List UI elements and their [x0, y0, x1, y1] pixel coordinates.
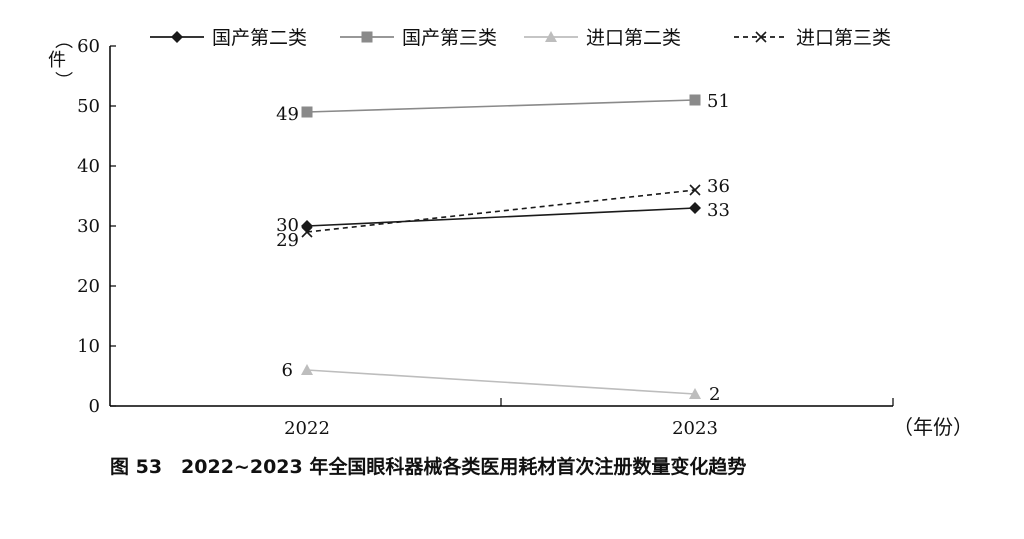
x-axis-label: （年份） — [893, 415, 973, 439]
legend-label: 国产第二类 — [212, 27, 307, 49]
data-point — [301, 226, 313, 238]
series-line — [306, 207, 696, 227]
legend-marker — [755, 31, 767, 43]
y-tick-label: 40 — [77, 156, 100, 177]
legend-label: 进口第二类 — [586, 27, 681, 49]
data-label: 29 — [276, 230, 299, 251]
legend-label: 国产第三类 — [402, 27, 497, 49]
series-4: 29 36 — [276, 176, 730, 251]
data-point — [689, 202, 701, 214]
y-axis-label-char: （ — [52, 31, 73, 49]
data-point — [689, 94, 701, 106]
data-label: 2 — [709, 384, 720, 405]
data-point — [301, 106, 313, 118]
series-1: 30 33 — [276, 200, 730, 236]
data-label: 36 — [707, 176, 730, 197]
series-line — [306, 189, 696, 233]
series-3: 62 — [282, 360, 721, 405]
data-point — [301, 364, 313, 375]
y-tick-label: 50 — [77, 96, 100, 117]
data-point — [689, 388, 701, 399]
y-axis-label-char: ） — [52, 71, 73, 89]
data-label: 49 — [276, 104, 299, 125]
y-tick-label: 60 — [77, 36, 100, 57]
legend-item-4: 进口第三类 — [734, 27, 891, 49]
series-line — [306, 369, 696, 395]
series-line — [306, 99, 696, 113]
marker-stroke — [301, 226, 313, 238]
legend-marker — [361, 31, 373, 43]
y-tick-label: 0 — [89, 396, 100, 417]
marker-stroke — [755, 31, 767, 43]
y-axis-label-char: 件 — [48, 50, 66, 71]
series-2: 49 51 — [276, 91, 730, 125]
axes: 0 10 20 30 40 50 60 2022 2023 （年份） （件） — [48, 31, 973, 439]
y-axis-label: （件） — [48, 31, 73, 89]
legend-label: 进口第三类 — [796, 27, 891, 49]
y-tick-label: 30 — [77, 216, 100, 237]
data-point — [301, 220, 313, 232]
data-label: 51 — [707, 91, 730, 112]
legend-item-2: 国产第三类 — [340, 27, 497, 49]
legend-item-3: 进口第二类 — [524, 27, 681, 49]
data-label: 33 — [707, 200, 730, 221]
legend-item-1: 国产第二类 — [150, 27, 307, 49]
data-label: 6 — [282, 360, 293, 381]
figure-caption: 图 53 2022~2023 年全国眼科器械各类医用耗材首次注册数量变化趋势 — [110, 456, 747, 478]
legend-marker — [171, 31, 183, 43]
y-tick-label: 10 — [77, 336, 100, 357]
y-tick-label: 20 — [77, 276, 100, 297]
marker-stroke — [689, 184, 701, 196]
data-label: 30 — [276, 215, 299, 236]
data-point — [689, 184, 701, 196]
x-tick-label: 2023 — [672, 418, 718, 439]
legend: 国产第二类 国产第三类 进口第二类 进口第三类 — [150, 27, 891, 49]
legend-marker — [545, 31, 557, 42]
x-tick-label: 2022 — [284, 418, 330, 439]
